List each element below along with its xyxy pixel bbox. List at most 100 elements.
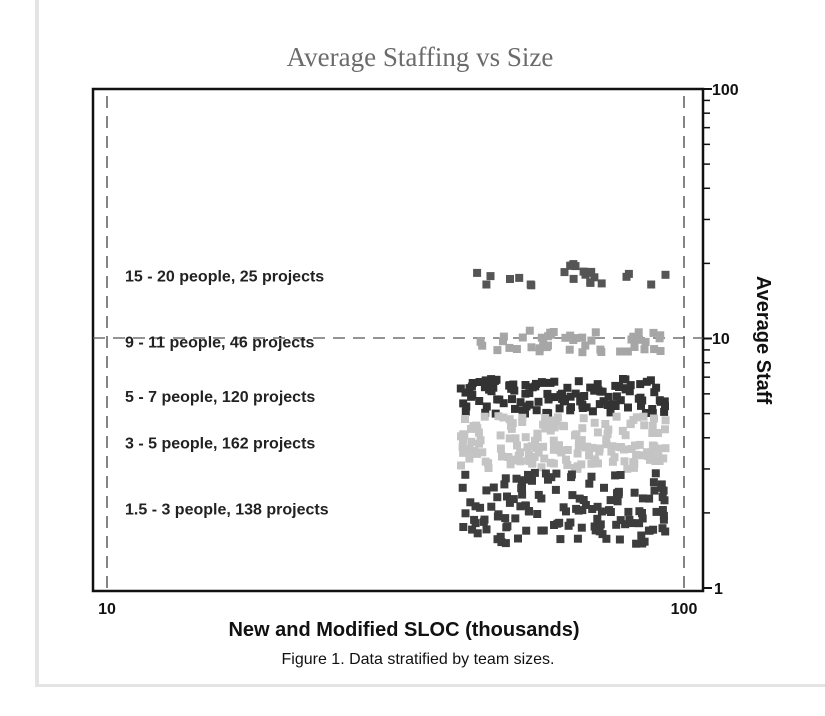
data-point (611, 471, 620, 480)
data-point (465, 454, 474, 463)
data-point (624, 403, 632, 412)
data-point (602, 534, 611, 543)
data-point (533, 429, 542, 438)
data-point (606, 496, 615, 505)
data-point (646, 376, 655, 385)
data-point (511, 404, 519, 413)
data-point (593, 380, 602, 389)
data-point (547, 473, 556, 482)
band-label: 1.5 - 3 people, 138 projects (125, 501, 329, 518)
data-point (656, 347, 665, 355)
data-point (535, 347, 544, 356)
data-point (620, 457, 629, 466)
data-point (576, 397, 585, 406)
data-point (459, 435, 467, 444)
data-point (548, 416, 557, 425)
data-point (503, 492, 511, 501)
data-point (630, 463, 638, 472)
data-point (635, 519, 644, 528)
data-point (534, 490, 543, 499)
data-point (661, 444, 670, 453)
data-point (622, 384, 631, 393)
data-point (468, 391, 477, 399)
data-point (660, 397, 669, 406)
data-point (596, 345, 605, 354)
data-point (603, 429, 612, 438)
data-point (626, 419, 635, 428)
data-point (496, 444, 505, 453)
data-point (634, 328, 643, 337)
data-point (604, 425, 613, 434)
frame-bottom-border (35, 684, 825, 687)
data-point (531, 436, 539, 445)
data-point (456, 384, 465, 393)
data-point (507, 421, 515, 430)
data-point (469, 422, 478, 430)
data-point (521, 433, 530, 442)
data-point (594, 459, 602, 468)
data-point (658, 506, 667, 514)
data-point (649, 328, 658, 337)
data-point (459, 523, 468, 531)
data-point (486, 272, 495, 281)
data-point (593, 502, 602, 511)
data-point (559, 503, 568, 512)
data-point (650, 414, 658, 423)
data-point (650, 388, 659, 397)
data-point (573, 464, 582, 473)
data-point (501, 539, 510, 548)
data-point (606, 408, 615, 417)
data-point (524, 507, 533, 515)
data-point (618, 426, 627, 435)
data-point (652, 383, 661, 392)
data-point (598, 387, 607, 396)
data-point (573, 534, 582, 543)
data-point (465, 446, 474, 455)
data-point (655, 396, 664, 405)
data-point (596, 520, 605, 529)
data-point (648, 421, 657, 430)
data-point (569, 274, 578, 283)
data-point (572, 334, 581, 343)
data-point (476, 503, 485, 512)
y-axis-label: Average Staff (752, 276, 774, 405)
data-point (518, 413, 527, 422)
data-point (555, 404, 564, 413)
data-point (473, 268, 482, 277)
data-point (532, 406, 541, 415)
data-point (587, 267, 596, 276)
data-point (476, 337, 485, 346)
data-point (564, 521, 573, 530)
data-point (557, 448, 566, 457)
data-point (516, 448, 525, 457)
data-point (460, 431, 469, 440)
data-point (567, 470, 576, 479)
data-point (552, 469, 561, 478)
data-point (647, 280, 656, 289)
data-point (563, 383, 572, 392)
data-point (629, 458, 638, 467)
data-point (583, 442, 592, 451)
data-point (497, 538, 506, 547)
data-point (595, 447, 604, 456)
data-point (590, 522, 599, 531)
data-point (512, 345, 521, 353)
data-point (493, 346, 502, 355)
data-point (561, 333, 570, 342)
data-point (630, 343, 639, 351)
data-point (587, 472, 596, 481)
data-point (516, 502, 525, 511)
data-point (503, 522, 512, 531)
data-point (481, 457, 490, 466)
data-point (539, 339, 548, 347)
data-point (627, 519, 636, 528)
data-point (651, 469, 660, 478)
data-point (636, 380, 645, 389)
data-point (461, 415, 469, 423)
data-point (574, 377, 583, 386)
data-point (518, 418, 527, 426)
data-point (473, 529, 482, 538)
data-point (487, 380, 496, 389)
data-point (617, 443, 626, 452)
band-label: 3 - 5 people, 162 projects (125, 435, 315, 452)
